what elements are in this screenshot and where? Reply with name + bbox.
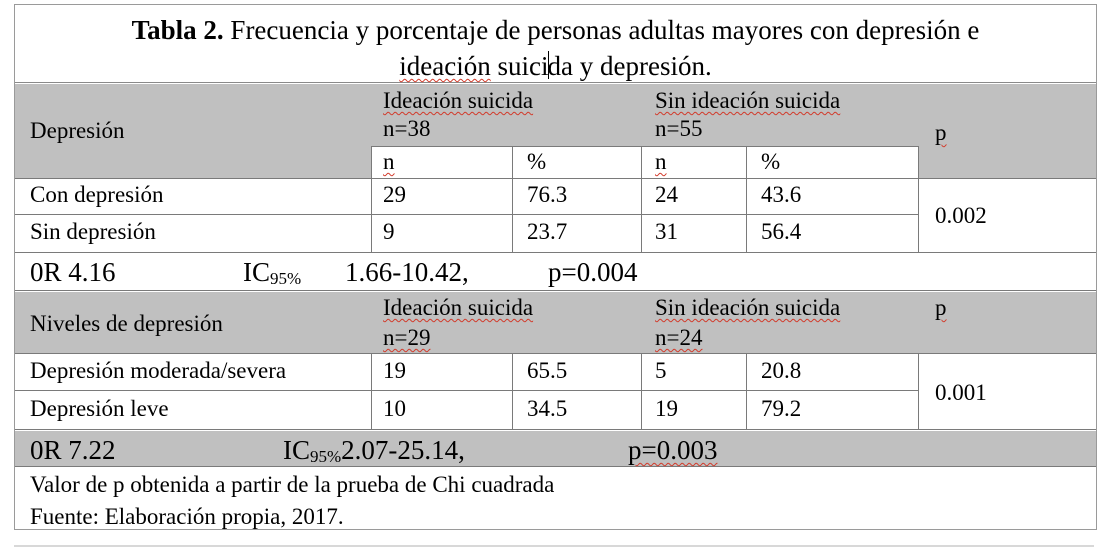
- line: [512, 353, 513, 429]
- line: [15, 252, 1096, 253]
- t2-group1-label: Ideación suicida: [383, 295, 534, 320]
- line: [918, 353, 919, 429]
- line: [15, 466, 1096, 467]
- t1-sub-n1: n: [383, 149, 395, 174]
- t1-row2-n2: 31: [655, 219, 678, 244]
- t2-p-value: 0.001: [935, 380, 987, 405]
- line: [15, 214, 918, 215]
- note-line2: Fuente: Elaboración propia, 2017.: [30, 504, 344, 529]
- table-title: Tabla 2. Frecuencia y porcentaje de pers…: [14, 4, 1097, 83]
- t1-row1-n1: 29: [383, 182, 406, 207]
- line: [641, 353, 642, 429]
- table1-header-band-right: [918, 146, 1096, 178]
- table-frame: [14, 4, 1097, 530]
- t2-ic: IC95%2.07-25.14,: [283, 435, 465, 466]
- t1-p-header: p: [935, 120, 947, 145]
- t1-or-label: 0R 4.16: [30, 257, 116, 287]
- t2-row1-n1: 19: [383, 358, 406, 383]
- t1-p-value: 0.002: [935, 203, 987, 228]
- t1-row2-label: Sin depresión: [30, 219, 156, 244]
- title-bold: Tabla 2.: [131, 15, 224, 45]
- t1-sub-pct2: %: [761, 149, 781, 174]
- t1-ic-range: 1.66-10.42,: [345, 257, 469, 287]
- table1-header-band: [15, 84, 1096, 146]
- line: [641, 146, 642, 252]
- title-text-b3: da y depresión.: [547, 51, 712, 81]
- t1-group1-n: n=38: [383, 116, 431, 141]
- t2-row2-p1: 34.5: [527, 396, 568, 421]
- line: [15, 353, 1096, 354]
- t1-row2-n1: 9: [383, 219, 395, 244]
- t1-group2-label: Sin ideación suicida: [655, 88, 841, 113]
- t1-ic: IC95%: [243, 257, 302, 288]
- table1-header-band-left: [15, 146, 371, 178]
- line: [746, 146, 747, 252]
- t2-group1-n: n=29: [383, 325, 431, 350]
- line: [371, 353, 372, 429]
- t1-sub-n2: n: [655, 149, 667, 174]
- t1-row2-p1: 23.7: [527, 219, 568, 244]
- line: [512, 146, 513, 252]
- line: [15, 178, 1096, 179]
- t1-group2-n: n=55: [655, 116, 703, 141]
- t2-row1-label: Depresión moderada/severa: [30, 358, 287, 383]
- line: [918, 146, 919, 252]
- t2-row2-p2: 79.2: [761, 396, 802, 421]
- t1-or-p: p=0.004: [548, 257, 638, 287]
- t2-or-label: 0R 7.22: [30, 435, 116, 465]
- note-line1: Valor de p obtenida a partir de la prueb…: [30, 472, 555, 497]
- t1-row-header: Depresión: [30, 118, 125, 143]
- t1-group1-label: Ideación suicida: [383, 88, 534, 113]
- title-text-b2: suici: [497, 51, 549, 81]
- t2-row1-n2: 5: [655, 358, 667, 383]
- line: [15, 390, 918, 391]
- title-text-a: Frecuencia y porcentaje de personas adul…: [230, 15, 980, 45]
- text-cursor: [547, 51, 549, 79]
- t1-row2-p2: 56.4: [761, 219, 802, 244]
- or2-band: [15, 431, 1096, 466]
- table2-header-band: [15, 292, 1096, 353]
- t2-row2-n1: 10: [383, 396, 406, 421]
- t2-row2-n2: 19: [655, 396, 678, 421]
- line: [15, 290, 1096, 291]
- t1-row1-p1: 76.3: [527, 182, 568, 207]
- t1-row1-label: Con depresión: [30, 182, 164, 207]
- t2-p-header: p: [935, 295, 947, 320]
- t1-sub-pct1: %: [527, 149, 547, 174]
- t2-row1-p1: 65.5: [527, 358, 568, 383]
- t2-row-header: Niveles de depresión: [30, 311, 223, 336]
- t1-row1-p2: 43.6: [761, 182, 802, 207]
- t1-row1-n2: 24: [655, 182, 678, 207]
- t2-group2-label: Sin ideación suicida: [655, 295, 841, 320]
- t2-or-p: p=0.003: [628, 435, 718, 465]
- line: [371, 146, 372, 252]
- line: [15, 429, 1096, 430]
- line: [371, 146, 918, 147]
- page-divider: [14, 545, 1094, 547]
- t2-row1-p2: 20.8: [761, 358, 802, 383]
- title-text-b1: ideación: [399, 51, 491, 81]
- t2-row2-label: Depresión leve: [30, 396, 169, 421]
- line: [746, 353, 747, 429]
- t2-group2-n: n=24: [655, 325, 703, 350]
